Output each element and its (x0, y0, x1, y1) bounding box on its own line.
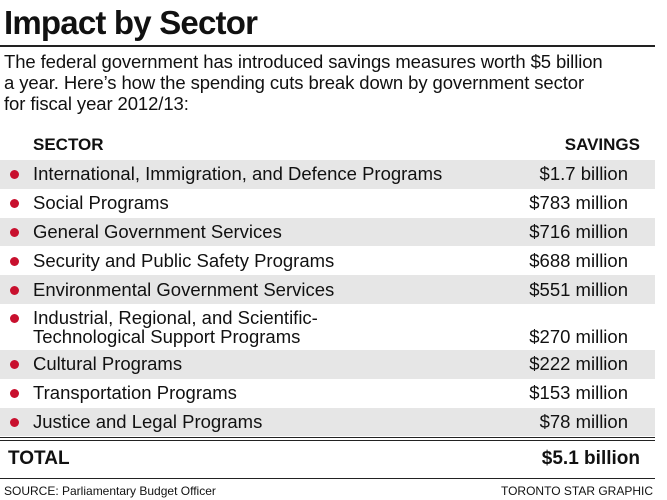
sector-label: Security and Public Safety Programs (33, 249, 335, 271)
savings-value: $222 million (529, 353, 628, 375)
table-row: Justice and Legal Programs $78 million (0, 407, 655, 437)
savings-value: $688 million (529, 249, 628, 271)
table-row: General Government Services $716 million (0, 217, 655, 247)
sector-label: Transportation Programs (33, 382, 237, 404)
intro-line: for fiscal year 2012/13: (4, 93, 189, 114)
bullet-icon (10, 285, 19, 295)
table-row: Social Programs $783 million (0, 189, 655, 218)
source-note: SOURCE: Parliamentary Budget Officer (4, 484, 216, 498)
intro-line: a year. Here’s how the spending cuts bre… (4, 72, 585, 93)
sector-label: Environmental Government Services (33, 278, 335, 300)
savings-value: $270 million (529, 325, 628, 347)
table-row: International, Immigration, and Defence … (0, 160, 655, 189)
total-value: $5.1 billion (541, 448, 640, 469)
bullet-icon (10, 170, 19, 180)
table-row: Transportation Programs $153 million (0, 379, 655, 408)
bullet-icon (10, 389, 19, 399)
sector-label: Technological Support Programs (33, 325, 301, 347)
savings-value: $783 million (529, 192, 628, 214)
table-row: Environmental Government Services $551 mi… (0, 275, 655, 304)
intro-line: The federal government has introduced sa… (4, 51, 603, 72)
bottom-divider (0, 478, 655, 479)
sector-label: General Government Services (33, 220, 282, 242)
total-divider-double (0, 440, 655, 441)
total-divider (0, 437, 655, 438)
savings-value: $78 million (539, 410, 628, 432)
page-title: Impact by Sector (4, 4, 258, 41)
table-row: Cultural Programs $222 million (0, 349, 655, 379)
graphic-credit: TORONTO STAR GRAPHIC (500, 484, 653, 498)
bullet-icon (10, 227, 19, 237)
top-divider (0, 45, 655, 47)
bullet-icon (10, 360, 19, 370)
savings-value: $153 million (529, 382, 628, 404)
table-row: Security and Public Safety Programs $688 … (0, 246, 655, 275)
column-header-savings: SAVINGS (564, 135, 640, 154)
sector-label: Industrial, Regional, and Scientific- (33, 306, 318, 328)
total-label: TOTAL (8, 448, 70, 469)
sector-label: Social Programs (33, 192, 169, 214)
bullet-icon (10, 199, 19, 209)
sector-label: Justice and Legal Programs (33, 410, 263, 432)
column-header-sector: SECTOR (33, 135, 104, 154)
intro-text: The federal government has introduced sa… (4, 51, 654, 114)
sector-label: Cultural Programs (33, 353, 183, 375)
savings-value: $551 million (529, 278, 628, 300)
table-row: Industrial, Regional, and Scientific- Tec… (0, 304, 655, 350)
savings-value: $716 million (529, 220, 628, 242)
bullet-icon (10, 417, 19, 427)
bullet-icon (10, 256, 19, 266)
sector-table: International, Immigration, and Defence … (0, 160, 655, 437)
bullet-icon (10, 313, 19, 323)
savings-value: $1.7 billion (539, 163, 628, 185)
sector-label: International, Immigration, and Defence … (33, 163, 443, 185)
